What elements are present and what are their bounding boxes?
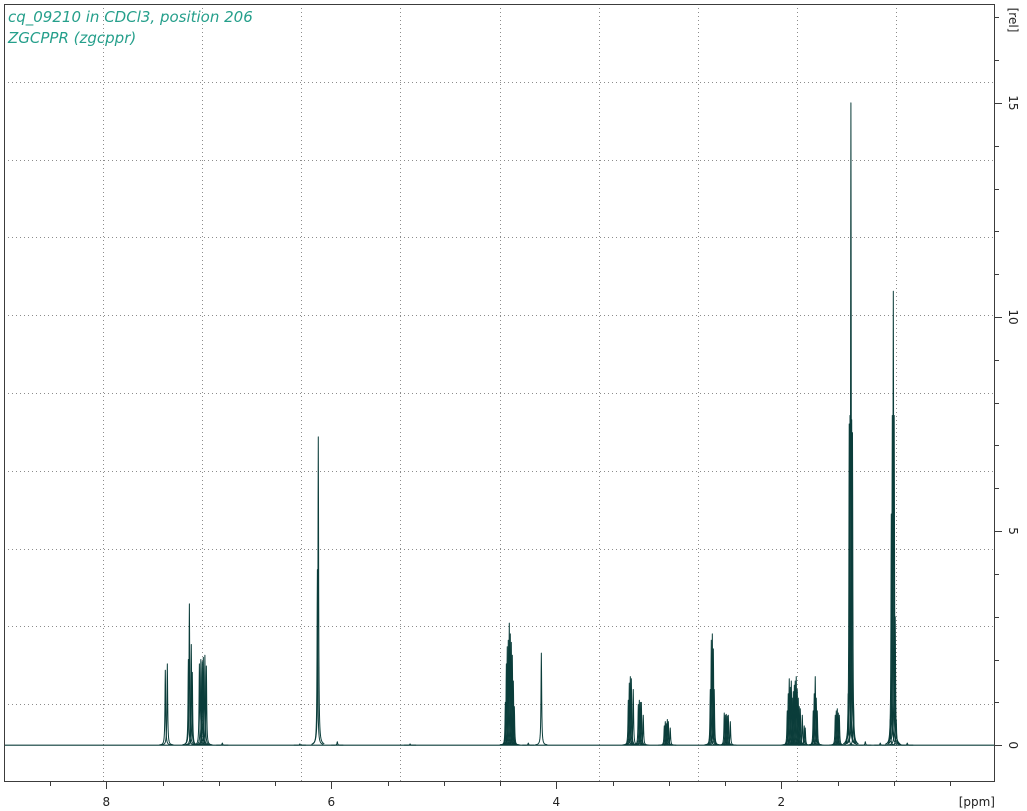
spectrum-peak (793, 708, 807, 746)
spectrum-peak (859, 741, 872, 746)
y-tick-label: 0 (1006, 741, 1020, 749)
x-tick-label: 8 (103, 795, 111, 809)
spectrum-peak (847, 701, 860, 746)
x-axis-unit-label: [ppm] (959, 795, 995, 809)
spectrum-peak (888, 616, 902, 746)
y-tick-label: 5 (1006, 527, 1020, 535)
spectrum-peak (403, 743, 417, 746)
spectrum-peak (724, 721, 737, 746)
x-axis: 8 6 4 2 (50, 782, 951, 809)
spectrum-peak (900, 742, 914, 746)
spectrum-peak (846, 432, 859, 745)
spectrum-peak (535, 652, 548, 746)
pulse-program-label: ZGCPPR (zgcppr) (7, 29, 136, 47)
spectrum-peak (216, 742, 229, 746)
spectrum-peak (522, 742, 535, 746)
spectrum-peak (331, 741, 344, 746)
spectrum-peak (873, 742, 887, 746)
x-tick-label: 2 (777, 795, 785, 809)
x-tick-label: 6 (328, 795, 336, 809)
y-axis-unit-label: [rel] (1006, 8, 1020, 33)
spectrum-peak (200, 665, 213, 746)
spectrum-peak (311, 436, 325, 745)
y-tick-label: 10 (1006, 309, 1020, 324)
spectrum-peak (843, 414, 857, 745)
spectrum-peak (508, 706, 521, 746)
spectrum-peak (636, 714, 650, 746)
spectrum-peak (161, 663, 174, 746)
spectrum-peak (845, 419, 858, 745)
spectrum-trace (4, 102, 995, 746)
spectrum-peak (183, 603, 196, 746)
spectrum-peak (810, 710, 824, 746)
y-axis: 0 5 10 15 (995, 17, 1020, 749)
x-tick-label: 4 (552, 795, 560, 809)
spectrum-peak (889, 718, 903, 746)
spectrum-peak (663, 727, 677, 746)
y-tick-label: 15 (1006, 95, 1020, 110)
grid (4, 4, 995, 782)
spectrum-peak (293, 743, 307, 746)
spectrum-title: cq_09210 in CDCl3, position 206 (8, 8, 253, 27)
plot-frame (4, 4, 995, 782)
spectrum-peak (722, 714, 735, 746)
